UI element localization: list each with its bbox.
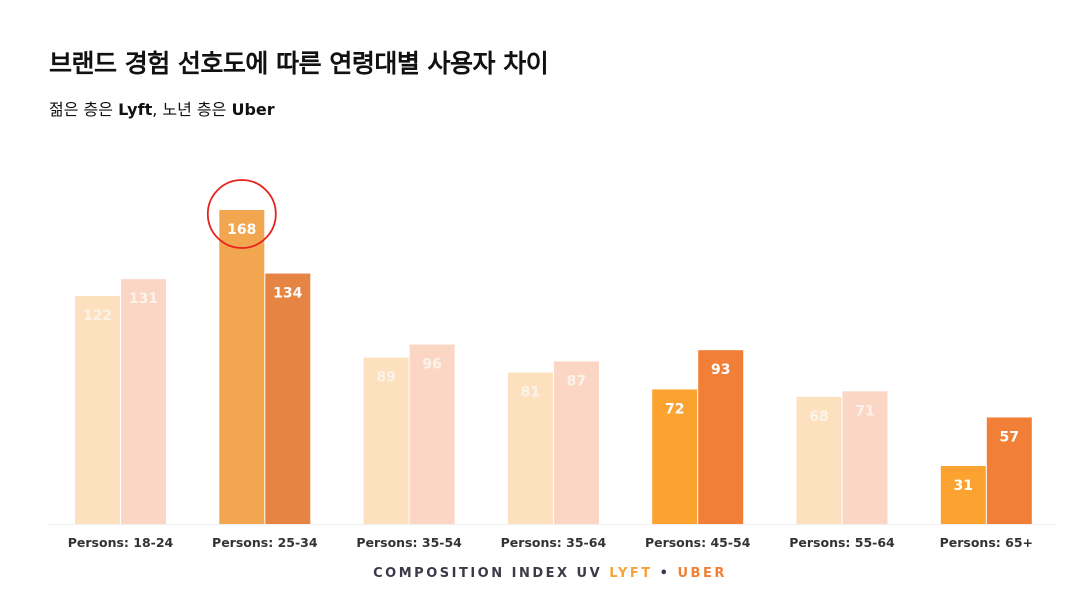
data-label-uber-4: 93 [711, 362, 730, 378]
data-label-lyft-2: 89 [376, 370, 395, 386]
category-label-6: Persons: 65+ [940, 535, 1033, 550]
bar-chart: 122 131 Persons: 18-24 168 134 Persons: 25-34… [48, 179, 1056, 550]
bar-lyft-1 [219, 210, 265, 524]
legend-separator: • [659, 566, 671, 581]
data-label-uber-0: 131 [129, 291, 158, 307]
legend-label: COMPOSITION INDEX UV [373, 566, 603, 581]
subtitle-brand-old: Uber [231, 100, 275, 119]
category-label-4: Persons: 45-54 [645, 535, 751, 550]
category-label-1: Persons: 25-34 [212, 535, 318, 550]
chart-title: 브랜드 경험 선호도에 따른 연령대별 사용자 차이 [49, 49, 549, 78]
data-label-lyft-4: 72 [665, 401, 684, 417]
legend-uber: UBER [677, 566, 727, 581]
subtitle-brand-young: Lyft [118, 100, 153, 119]
data-label-lyft-0: 122 [83, 308, 112, 324]
data-label-uber-6: 57 [1000, 429, 1019, 445]
bar-lyft-0 [75, 295, 120, 524]
highlight-circle [206, 179, 277, 249]
bar-uber-3 [553, 361, 599, 524]
category-label-0: Persons: 18-24 [68, 535, 174, 550]
data-label-lyft-5: 68 [809, 409, 828, 425]
category-label-3: Persons: 35-64 [501, 535, 607, 550]
chart-legend: COMPOSITION INDEX UV LYFT • UBER [0, 566, 1089, 581]
bar-uber-5 [842, 391, 888, 524]
data-label-uber-5: 71 [855, 403, 874, 419]
data-label-lyft-3: 81 [521, 385, 540, 401]
data-label-lyft-1: 168 [227, 222, 256, 238]
data-label-uber-1: 134 [273, 286, 302, 302]
data-label-lyft-6: 31 [954, 478, 973, 494]
bar-lyft-3 [507, 372, 553, 524]
subtitle-middle: , 노년 층은 [152, 100, 232, 119]
legend-lyft: LYFT [609, 566, 653, 581]
bar-lyft-6 [940, 466, 986, 524]
bar-lyft-2 [363, 357, 409, 524]
data-label-uber-2: 96 [422, 357, 441, 373]
bar-uber-1 [265, 273, 311, 524]
chart-subtitle: 젊은 층은 Lyft, 노년 층은 Uber [49, 96, 275, 120]
data-label-uber-3: 87 [567, 373, 586, 389]
category-label-5: Persons: 55-64 [789, 535, 895, 550]
subtitle-prefix: 젊은 층은 [49, 100, 119, 119]
bar-uber-6 [986, 417, 1032, 524]
bar-lyft-4 [652, 389, 698, 524]
bar-uber-4 [698, 350, 744, 524]
bar-lyft-5 [796, 396, 842, 524]
category-label-2: Persons: 35-54 [356, 535, 462, 550]
bar-uber-0 [121, 279, 166, 524]
bar-uber-2 [409, 344, 455, 524]
